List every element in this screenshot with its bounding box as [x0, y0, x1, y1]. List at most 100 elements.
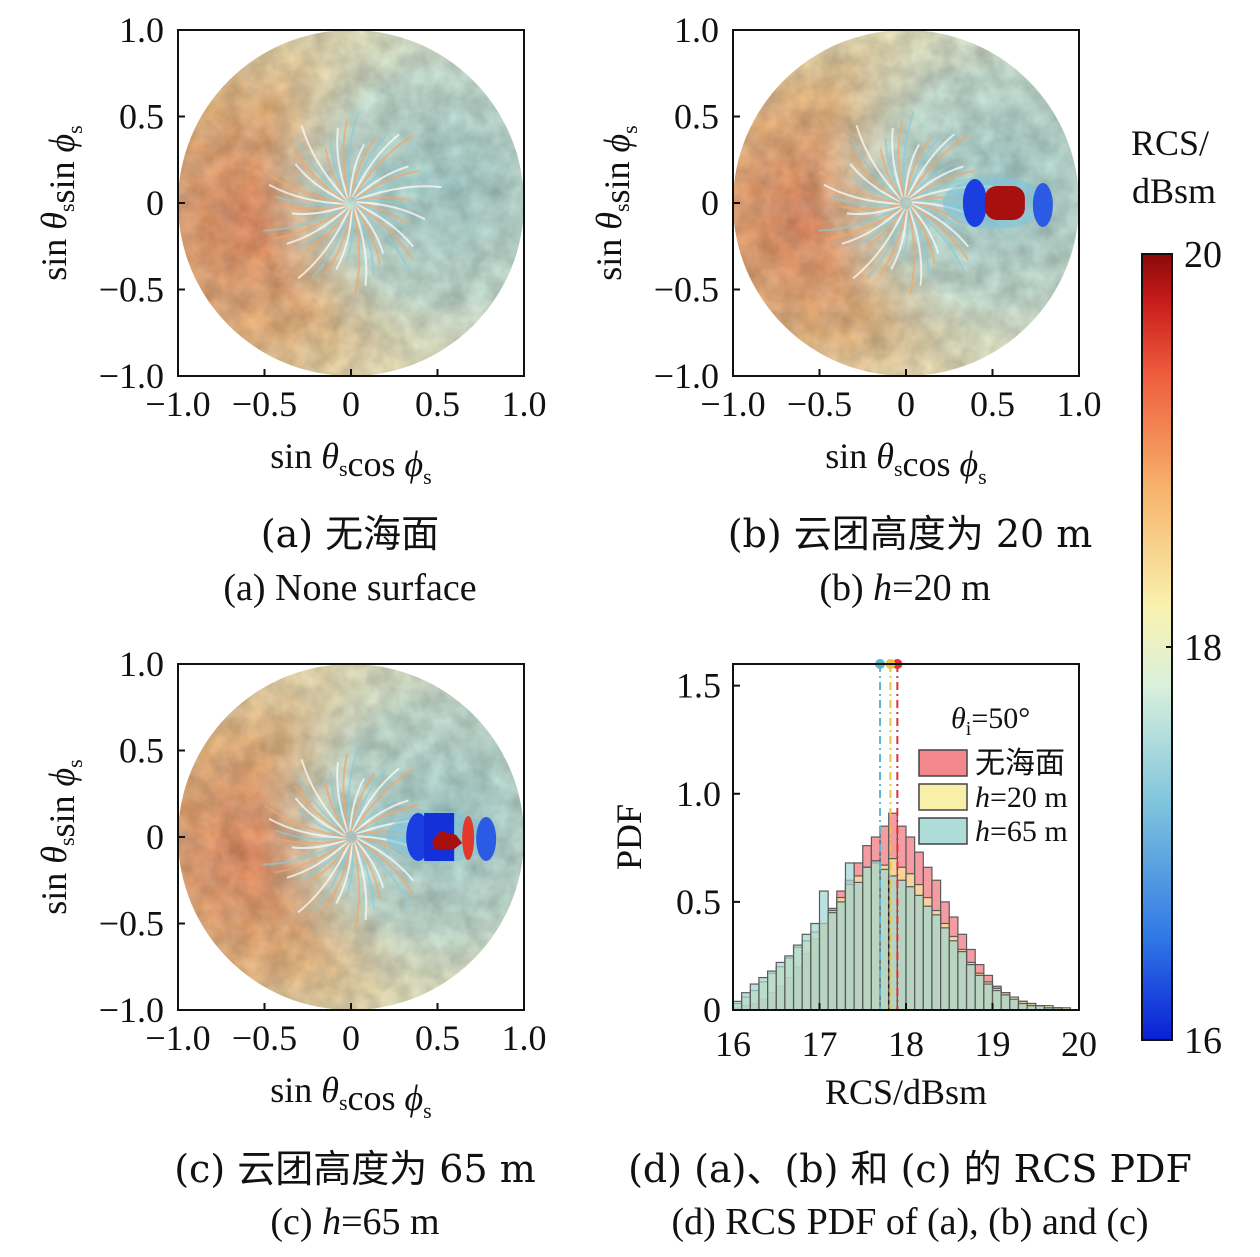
colorbar: RCS/dBsm 20 18 16: [1131, 123, 1222, 1062]
histogram-bar-s2: [991, 989, 1002, 1010]
x-tick-label-c: 1.0: [502, 1018, 547, 1058]
y-axis-label-b: sin θssin ϕs: [589, 125, 642, 280]
histogram-bar-s2: [905, 886, 916, 1010]
caption-b-cn: (b) 云团高度为 20 m: [727, 512, 1093, 556]
histogram-bar-s2: [844, 862, 855, 1010]
y-tick-label-a: −1.0: [99, 356, 164, 396]
x-tick-label-d: 17: [802, 1024, 838, 1064]
svg-text:sin θssin ϕs: sin θssin ϕs: [589, 125, 642, 280]
caption-a-en: (a) None surface: [223, 567, 477, 609]
hotspot-c: [432, 831, 463, 849]
panel-b: −1.0 −0.5 0 0.5 1.0 1.0 0.5 0 −0.5 −1.0 sin θscos …: [589, 10, 1102, 489]
legend-swatch-1: [918, 783, 968, 811]
histogram-bar-s2: [827, 912, 838, 1010]
histogram-bar-s2: [914, 894, 924, 1010]
histogram-bar-s2: [775, 961, 786, 1010]
histogram-bar-s2: [853, 881, 864, 1010]
y-tick-label-a: 0: [146, 183, 164, 223]
svg-text:sin θscos ϕs: sin θscos ϕs: [825, 436, 986, 489]
y-tick-label-c: −1.0: [99, 990, 164, 1030]
svg-text:sin θssin ϕs: sin θssin ϕs: [34, 759, 87, 914]
histogram-bar-s2: [922, 905, 933, 1010]
histogram-bar-s2: [749, 983, 760, 1010]
x-tick-label-a: 0.5: [415, 384, 460, 424]
y-tick-label-b: 0.5: [674, 97, 719, 137]
svg-text:sin θscos ϕs: sin θscos ϕs: [270, 1070, 431, 1123]
x-tick-label-b: 1.0: [1057, 384, 1102, 424]
panel-a: −1.0 −0.5 0 0.5 1.0 1.0 0.5 0 −0.5 −1.0 sin θscos …: [34, 10, 547, 489]
heatmap-disc-a: [178, 30, 524, 376]
caption-b-en: (b) h=20 m: [819, 567, 991, 609]
histogram-bar-s2: [870, 860, 881, 1010]
y-tick-label-b: 0: [701, 183, 719, 223]
histogram-bar-s2: [741, 992, 751, 1010]
histogram-bar-s2: [758, 976, 769, 1010]
histogram-bar-s2: [957, 951, 968, 1010]
svg-text:sin θssin ϕs: sin θssin ϕs: [34, 125, 87, 280]
histogram-bar-s2: [818, 890, 829, 1010]
x-axis-label-b: sin θscos ϕs: [825, 436, 986, 489]
x-tick-label-d: 18: [888, 1024, 924, 1064]
y-tick-label-c: 0: [146, 817, 164, 857]
x-axis-label-c: sin θscos ϕs: [270, 1070, 431, 1123]
panel-c: −1.0 −0.5 0 0.5 1.0 1.0 0.5 0 −0.5 −1.0 sin θscos …: [34, 644, 547, 1123]
histogram-bar-s2: [810, 922, 821, 1010]
x-tick-label-d: 19: [975, 1024, 1011, 1064]
x-tick-label-c: −1.0: [145, 1018, 210, 1058]
y-tick-label-c: 0.5: [119, 731, 164, 771]
legend-swatch-0: [918, 749, 968, 777]
histogram-bar-s2: [965, 963, 976, 1010]
histogram-bar-s2: [1000, 994, 1011, 1010]
x-tick-label-d: 20: [1061, 1024, 1097, 1064]
x-tick-label-b: 0.5: [970, 384, 1015, 424]
caption-c-cn: (c) 云团高度为 65 m: [174, 1147, 536, 1191]
histogram-bar-s2: [983, 983, 994, 1010]
x-tick-label-b: −0.5: [787, 384, 852, 424]
x-tick-label-c: 0: [342, 1018, 360, 1058]
histogram-bar-s2: [862, 866, 872, 1010]
caption-c-en: (c) h=65 m: [270, 1201, 440, 1243]
heatmap-disc-b: [733, 30, 1079, 376]
colorbar-tick-label: 20: [1184, 234, 1222, 276]
x-tick-label-c: −0.5: [232, 1018, 297, 1058]
histogram-bar-s2: [974, 974, 985, 1010]
x-tick-label-c: 0.5: [415, 1018, 460, 1058]
hotspot-b: [984, 186, 1025, 220]
panel-d: 16 17 18 19 20 0 0.5 1.0 1.5 RCS/dBsm PDF θi=50° 无海面…: [609, 659, 1097, 1112]
y-tick-label-b: −0.5: [654, 270, 719, 310]
histogram-bar-s2: [879, 868, 890, 1010]
x-tick-label-a: 0: [342, 384, 360, 424]
legend-swatch-2: [918, 817, 968, 845]
y-tick-label-a: 1.0: [119, 10, 164, 50]
y-tick-label-a: −0.5: [99, 270, 164, 310]
legend-label-2: h=65 m: [975, 815, 1068, 848]
colorbar-title-line2: dBsm: [1132, 171, 1216, 211]
x-tick-label-b: −1.0: [700, 384, 765, 424]
histogram-bar-s2: [792, 944, 803, 1010]
histogram-bar-s2: [1009, 998, 1020, 1010]
colorbar-tick-label: 16: [1184, 1020, 1222, 1062]
histogram-bar-s2: [1052, 1007, 1063, 1010]
y-tick-label-c: 1.0: [119, 644, 164, 684]
histogram-bar-s2: [896, 879, 907, 1010]
y-axis-label-c: sin θssin ϕs: [34, 759, 87, 914]
histogram-bars: [733, 812, 1071, 1010]
histogram-bar-s2: [931, 914, 942, 1010]
histogram-bar-s2: [766, 970, 777, 1010]
y-tick-label-d: 1.5: [676, 666, 721, 706]
x-axis-label-d: RCS/dBsm: [825, 1072, 987, 1112]
legend-label-1: h=20 m: [975, 781, 1068, 814]
histogram-bar-s2: [784, 955, 795, 1010]
y-tick-label-b: 1.0: [674, 10, 719, 50]
y-tick-label-b: −1.0: [654, 356, 719, 396]
histogram-bar-s2: [939, 927, 950, 1010]
x-tick-label-d: 16: [715, 1024, 751, 1064]
caption-d-cn: (d) (a)、(b) 和 (c) 的 RCS PDF: [628, 1147, 1192, 1191]
y-tick-label-d: 1.0: [676, 774, 721, 814]
x-tick-label-a: 1.0: [502, 384, 547, 424]
histogram-bar-s2: [801, 933, 812, 1010]
histogram-bar-s2: [733, 1000, 743, 1010]
y-tick-label-c: −0.5: [99, 904, 164, 944]
